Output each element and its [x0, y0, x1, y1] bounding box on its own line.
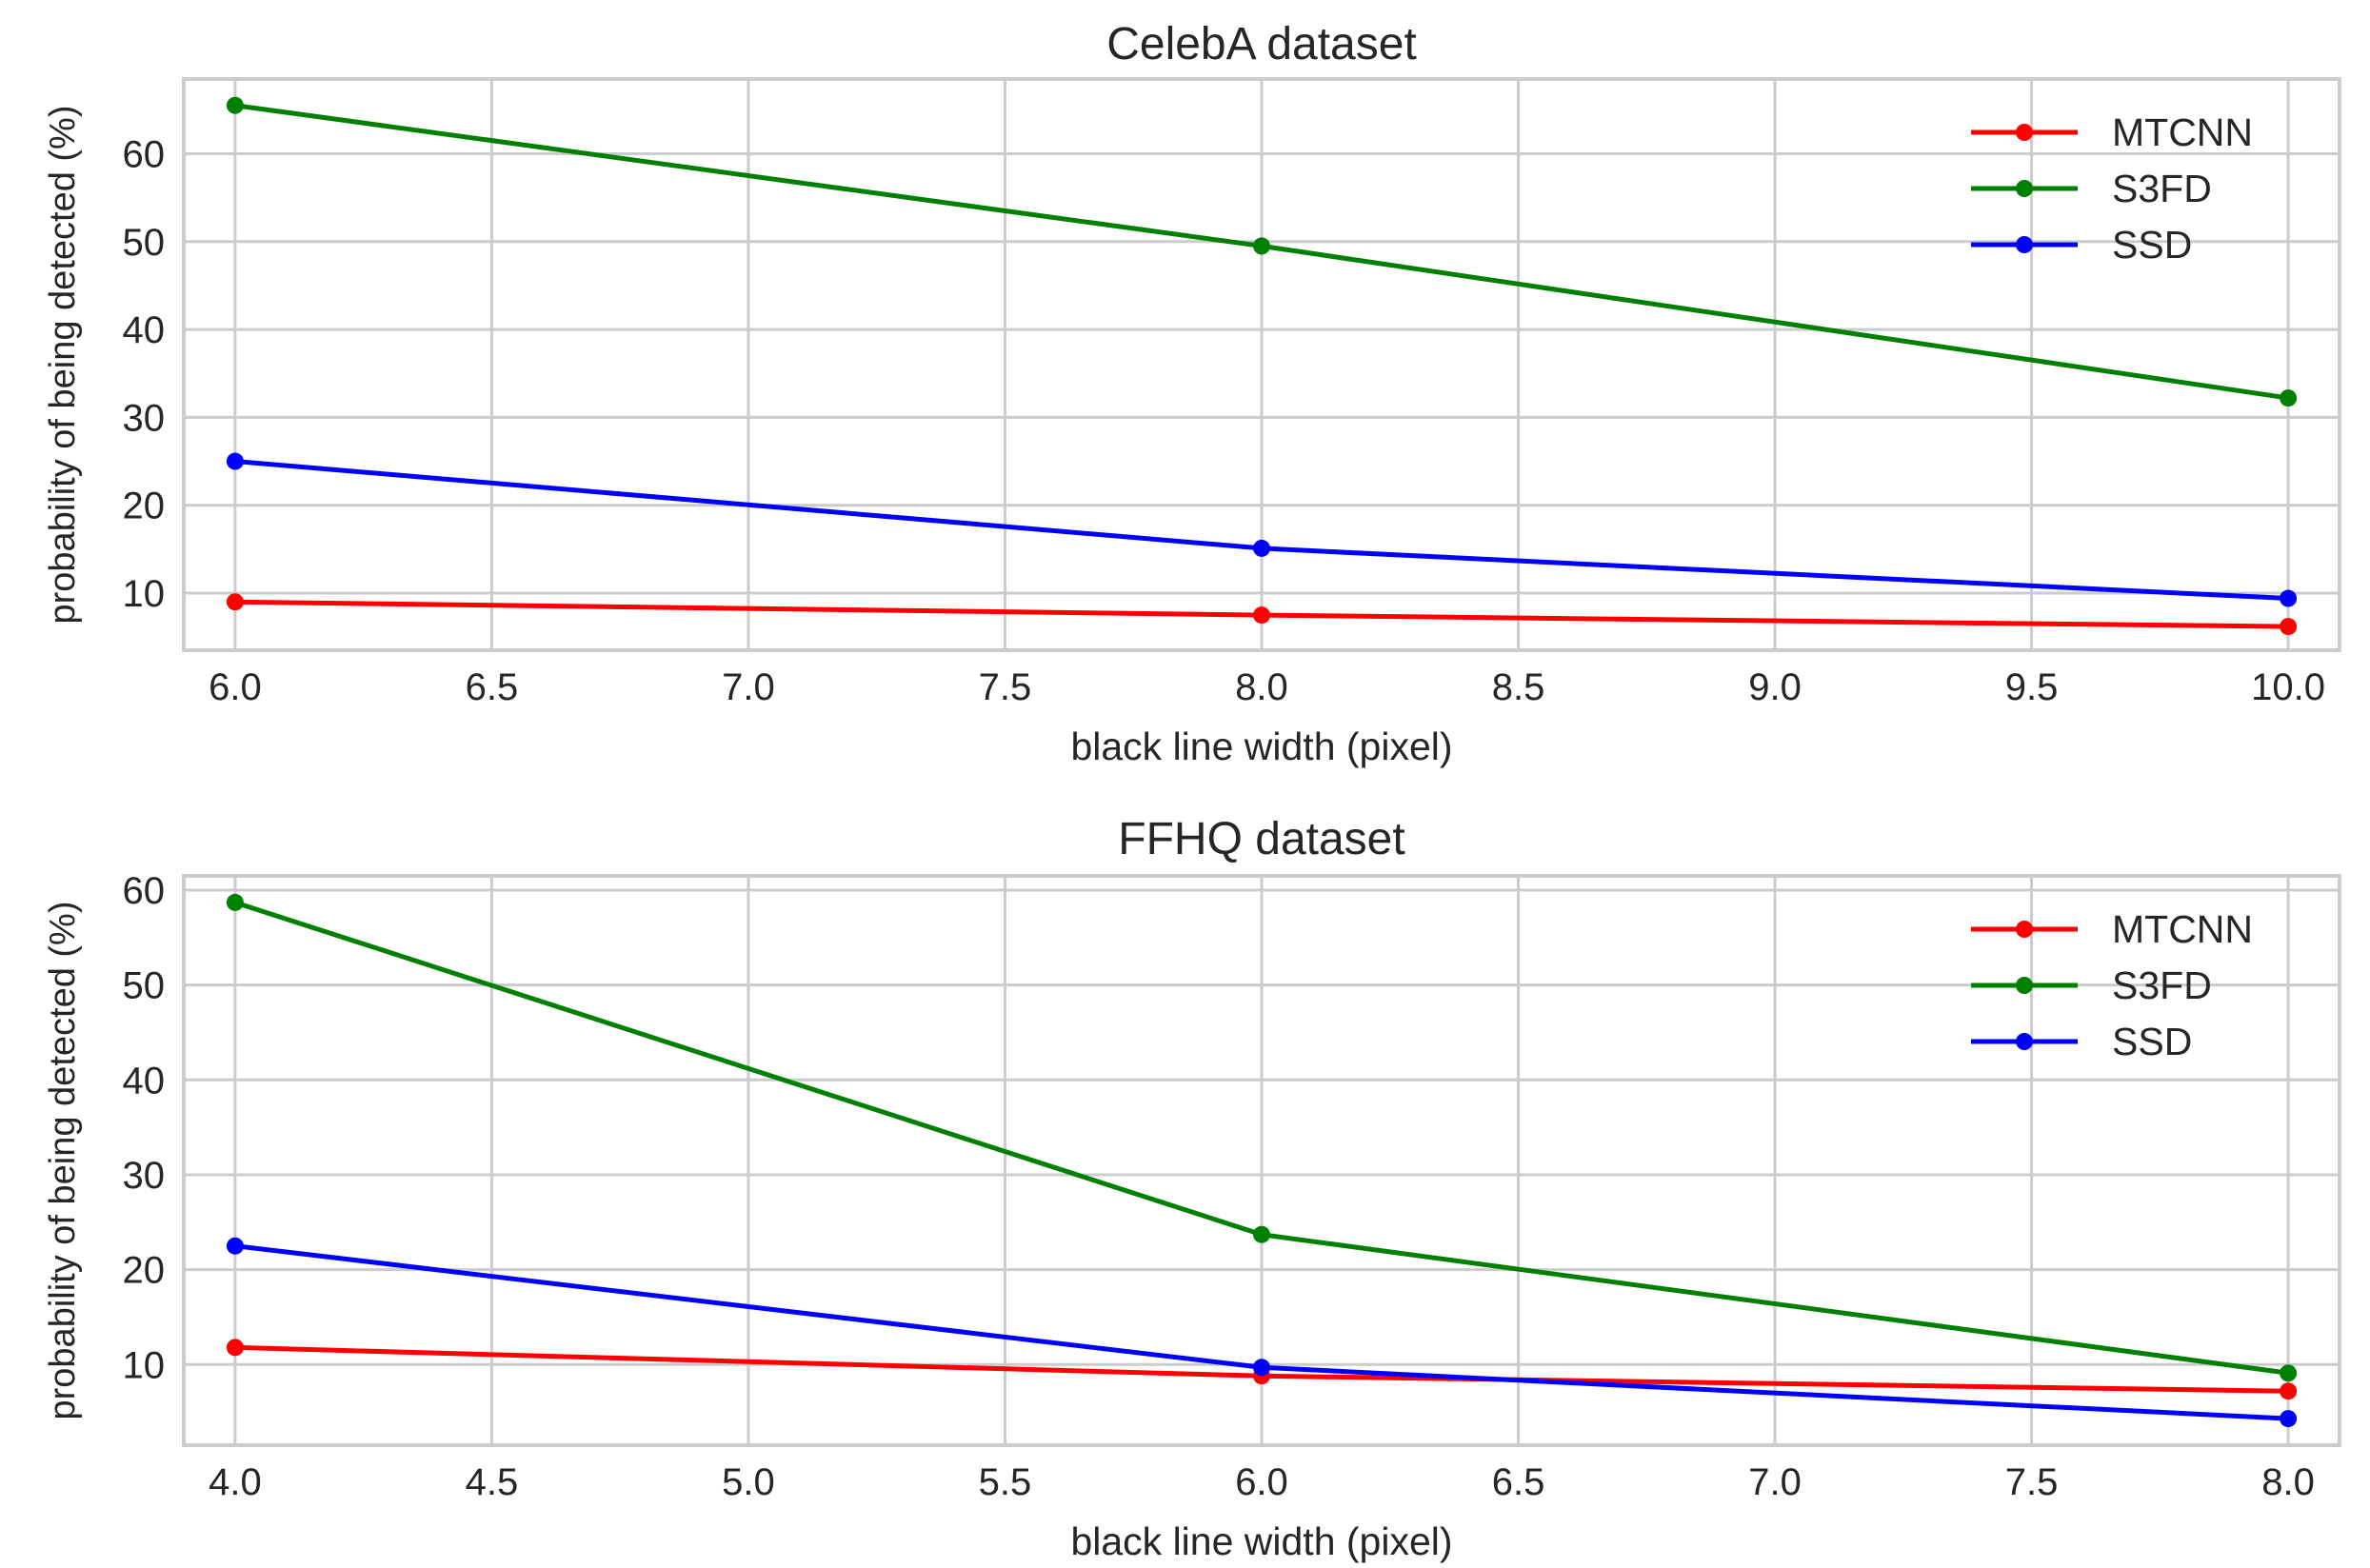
x-tick-label: 6.5: [466, 666, 519, 708]
data-point: [1253, 1225, 1270, 1243]
legend-item-ssd: SSD: [1971, 223, 2192, 267]
legend-item-s3fd: S3FD: [1971, 167, 2212, 210]
x-tick-label: 6.0: [209, 666, 262, 708]
y-tick-label: 20: [123, 486, 166, 527]
x-tick-label: 7.5: [979, 666, 1032, 708]
x-tick-label: 8.0: [1235, 666, 1288, 708]
legend-marker: [2016, 180, 2033, 197]
data-point: [226, 96, 244, 114]
legend-label: S3FD: [2112, 963, 2212, 1007]
legend: MTCNN S3FD SSD: [1971, 110, 2253, 267]
x-tick-label: 7.0: [1748, 1461, 1802, 1503]
legend-label: MTCNN: [2112, 110, 2253, 154]
data-point: [1253, 1359, 1270, 1377]
chart-title: CelebA dataset: [1106, 19, 1417, 69]
x-tick-label: 4.0: [209, 1461, 262, 1503]
data-point: [226, 1339, 244, 1357]
data-point: [2280, 1410, 2298, 1428]
data-point: [1253, 606, 1270, 625]
legend-label: SSD: [2112, 1020, 2192, 1063]
legend-marker: [2016, 124, 2033, 141]
legend-marker: [2016, 921, 2033, 938]
y-tick-label: 60: [123, 133, 166, 175]
chart-panel-2: 4.0 4.5 5.0 5.5 6.0 6.5 7.0 7.5 8.0 10 20 30 40 50 60 F…: [43, 814, 2341, 1563]
y-tick-label: 20: [123, 1250, 166, 1292]
data-point: [226, 593, 244, 611]
data-point: [2280, 389, 2298, 407]
grid: [184, 79, 2340, 650]
data-point: [1253, 237, 1270, 255]
axes-frame: [182, 77, 2341, 652]
legend-item-mtcnn: MTCNN: [1971, 110, 2253, 154]
legend-item-mtcnn: MTCNN: [1971, 907, 2253, 951]
legend-label: MTCNN: [2112, 907, 2253, 951]
x-tick-label: 5.0: [722, 1461, 775, 1503]
legend-marker: [2016, 236, 2033, 253]
legend-marker: [2016, 977, 2033, 994]
data-point: [2280, 589, 2298, 607]
x-tick-label: 5.5: [979, 1461, 1032, 1503]
legend-item-ssd: SSD: [1971, 1020, 2192, 1063]
data-point: [1253, 539, 1270, 557]
y-tick-label: 10: [123, 573, 166, 615]
series-s3fd: [226, 893, 2298, 1382]
series-s3fd: [226, 96, 2298, 407]
chart-panel-1: 6.0 6.5 7.0 7.5 8.0 8.5 9.0 9.5 10.0 10 20 30 40 50 60…: [43, 19, 2341, 768]
y-axis-label: probability of being detected (%): [43, 106, 83, 625]
data-point: [226, 893, 244, 911]
series-ssd: [226, 1237, 2298, 1428]
y-tick-label: 30: [123, 1155, 166, 1197]
y-tick-label: 60: [123, 870, 166, 912]
data-point: [2280, 1382, 2298, 1400]
y-tick-label: 40: [123, 309, 166, 351]
y-tick-label: 50: [123, 965, 166, 1007]
axes-frame: [182, 874, 2341, 1447]
data-point: [2280, 1364, 2298, 1382]
legend-label: SSD: [2112, 223, 2192, 267]
x-axis-label: black line width (pixel): [1070, 724, 1452, 768]
chart-title: FFHQ dataset: [1118, 814, 1404, 864]
y-tick-label: 30: [123, 397, 166, 439]
legend-item-s3fd: S3FD: [1971, 963, 2212, 1007]
x-tick-label: 6.5: [1492, 1461, 1545, 1503]
legend-label: S3FD: [2112, 167, 2212, 210]
series-mtcnn: [226, 593, 2298, 636]
x-tick-label: 6.0: [1235, 1461, 1288, 1503]
y-tick-label: 40: [123, 1060, 166, 1102]
x-tick-label: 10.0: [2251, 666, 2325, 708]
x-tick-label: 8.0: [2261, 1461, 2315, 1503]
data-point: [226, 1237, 244, 1255]
x-axis-label: black line width (pixel): [1070, 1519, 1452, 1563]
x-tick-label: 4.5: [466, 1461, 519, 1503]
y-tick-label: 10: [123, 1344, 166, 1386]
x-tick-label: 7.5: [2005, 1461, 2059, 1503]
series-ssd: [226, 452, 2298, 607]
x-tick-label: 8.5: [1492, 666, 1545, 708]
x-tick-label: 9.0: [1748, 666, 1802, 708]
y-axis-label: probability of being detected (%): [43, 902, 83, 1420]
legend-marker: [2016, 1033, 2033, 1050]
legend: MTCNN S3FD SSD: [1971, 907, 2253, 1063]
x-tick-label: 9.5: [2005, 666, 2059, 708]
x-tick-label: 7.0: [722, 666, 775, 708]
data-point: [226, 452, 244, 470]
y-tick-label: 50: [123, 222, 166, 264]
data-point: [2280, 618, 2298, 636]
